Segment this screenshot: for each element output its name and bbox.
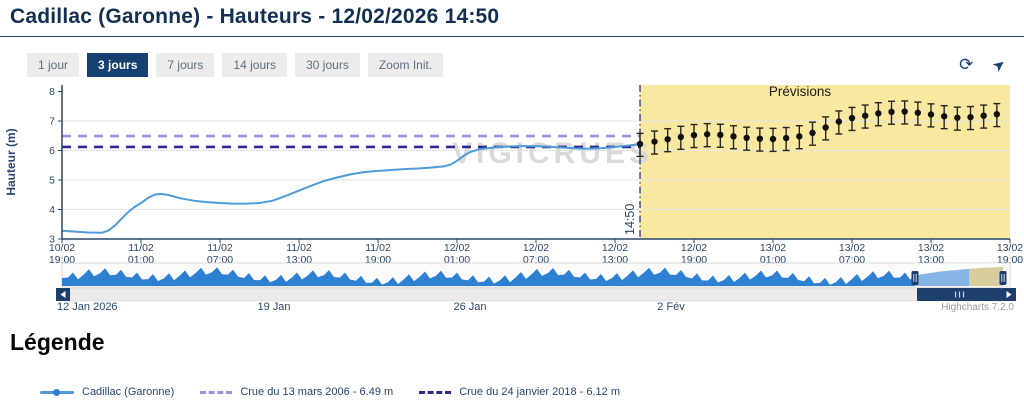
x-tick-date: 11/02 [286,242,312,254]
page-header: Cadillac (Garonne) - Hauteurs - 12/02/20… [0,0,1024,37]
forecast-point [651,138,658,145]
forecast-point [954,114,961,121]
page-title: Cadillac (Garonne) - Hauteurs - 12/02/20… [10,5,500,28]
hydro-chart[interactable]: VIGICRUES 14:50 Prévisions 3 4 5 6 7 8 Hauteur (m… [0,79,1024,317]
forecast-point [636,140,644,148]
forecast-point [769,135,777,143]
y-tick-label: 5 [49,175,55,187]
highcharts-credit[interactable]: Highcharts 7.2.0 [941,302,1014,313]
x-tick-date: 13/02 [760,242,786,254]
forecast-point [875,110,882,117]
x-tick-date: 13/02 [839,242,865,254]
refresh-icon[interactable]: ⟳ [959,54,974,75]
forecast-point [927,111,935,118]
range-button-7-jours[interactable]: 7 jours [156,53,215,77]
legend-row: Cadillac (Garonne) Crue du 13 mars 2006 … [40,386,1024,398]
vigicrues-watermark: VIGICRUES [452,137,653,170]
range-button-1-jour[interactable]: 1 jour [27,53,80,77]
range-button-3-jours[interactable]: 3 jours [87,53,149,77]
navigator-date-label: 19 Jan [257,301,290,313]
legend-item-crue-2006[interactable]: Crue du 13 mars 2006 - 6.49 m [200,386,393,398]
threshold-2006-symbol [200,390,233,394]
forecast-point [703,131,711,138]
range-button-zoom-init-[interactable]: Zoom Init. [367,53,444,77]
forecast-point [664,136,671,143]
forecast-point [677,133,685,141]
legend-label-station: Cadillac (Garonne) [82,386,175,398]
y-tick-label: 4 [49,204,55,216]
forecast-point [756,135,764,142]
legend-label-crue-2006: Crue du 13 mars 2006 - 6.49 m [240,386,394,398]
legend-section: Légende Cadillac (Garonne) Crue du 13 ma… [0,329,1024,398]
range-button-30-jours[interactable]: 30 jours [295,53,360,77]
forecast-point [796,133,803,140]
forecast-region [640,85,1010,239]
x-tick-date: 12/02 [681,242,707,254]
navigator-series-area [62,267,1003,286]
observed-line [61,143,641,234]
x-tick-date: 11/02 [365,242,391,254]
forecast-point [835,118,843,125]
y-axis-title: Hauteur (m) [4,128,18,195]
navigator-date-label: 2 Fév [657,301,685,313]
x-tick-date: 12/02 [602,242,628,254]
series-line-symbol [40,388,74,396]
forecast-point [888,108,895,116]
forecast-point [901,108,908,115]
x-tick-date: 13/02 [918,242,944,254]
forecast-point [809,129,816,136]
forecast-point [822,124,829,131]
range-buttons-group: 1 jour 3 jours 7 jours 14 jours 30 jours Zoom… [27,53,444,77]
forecast-point [980,112,987,119]
x-tick-date: 13/02 [997,242,1023,254]
series-marker-dot [53,388,60,396]
navigator-forecast-area [969,267,1003,286]
x-tick-date: 10/02 [49,242,75,254]
forecast-point [967,113,974,121]
legend-heading: Légende [10,329,105,355]
navigator-handle-left[interactable] [911,271,919,285]
x-tick-date: 11/02 [207,242,233,254]
x-tick-date: 12/02 [523,242,549,254]
y-tick-label: 6 [49,145,55,157]
share-icon[interactable]: ➤ [988,53,1010,76]
x-tick-date: 12/02 [444,242,470,254]
forecast-point [914,109,922,116]
forecast-point [730,133,737,140]
forecast-zone-label: Prévisions [769,84,832,99]
x-tick-date: 11/02 [128,242,154,254]
y-tick-label: 8 [49,86,55,98]
navigator-handle-right[interactable] [999,271,1007,285]
chart-container: VIGICRUES 14:50 Prévisions 3 4 5 6 7 8 Hauteur (m… [0,79,1024,317]
forecast-point [848,114,856,122]
now-time-label: 14:50 [623,204,637,235]
forecast-point [690,131,698,139]
legend-label-crue-2018: Crue du 24 janvier 2018 - 6.12 m [459,386,621,398]
forecast-point [861,112,869,119]
forecast-point [717,131,724,139]
navigator-date-label: 26 Jan [453,301,486,313]
legend-item-crue-2018[interactable]: Crue du 24 janvier 2018 - 6.12 m [419,386,620,398]
y-tick-label: 7 [49,116,55,128]
y-tick-label: 3 [49,234,55,246]
forecast-point [940,113,948,120]
range-button-14-jours[interactable]: 14 jours [222,53,288,77]
threshold-2018-symbol [419,390,452,394]
toolbar-icons: ⟳ ➤ [957,53,1010,76]
forecast-point [993,111,1001,118]
scrollbar-track[interactable] [69,287,1003,302]
navigator-date-label: 12 Jan 2026 [57,301,118,313]
range-toolbar: 1 jour 3 jours 7 jours 14 jours 30 jours Zoom… [27,53,1024,77]
forecast-point [743,134,750,142]
forecast-point [782,134,790,142]
legend-item-station[interactable]: Cadillac (Garonne) [40,386,174,398]
